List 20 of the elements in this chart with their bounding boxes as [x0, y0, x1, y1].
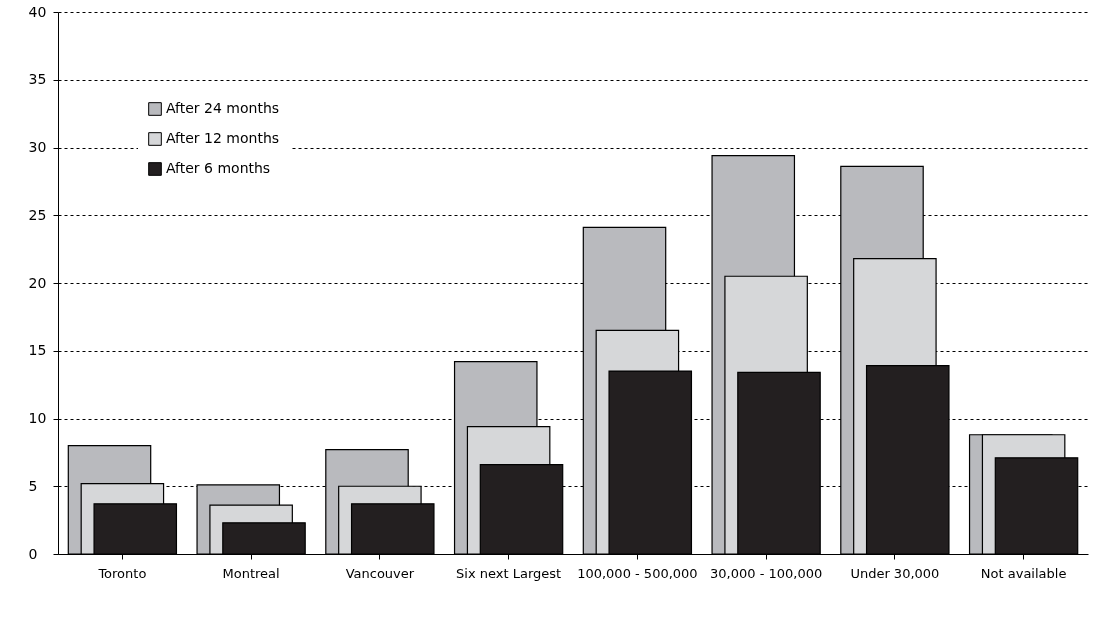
- x-tick-label: Under 30,000: [850, 565, 940, 581]
- y-tick-label: 40: [28, 3, 47, 20]
- y-tick-label: 20: [28, 274, 47, 291]
- x-tick-label: 30,000 - 100,000: [710, 565, 823, 581]
- x-tick-label: Vancouver: [345, 565, 415, 581]
- x-tick-label: Not available: [980, 565, 1067, 581]
- y-tick-label: 25: [28, 206, 47, 223]
- y-tick-label: 35: [28, 71, 47, 88]
- legend-label: After 24 months: [166, 100, 280, 116]
- x-tick-label: 100,000 - 500,000: [577, 565, 698, 581]
- x-tick-label: Six next Largest: [456, 565, 562, 581]
- x-tick-label: Montreal: [222, 565, 280, 581]
- y-tick-label: 30: [28, 139, 47, 155]
- y-tick-label: 0: [28, 545, 38, 562]
- y-tick-label: 10: [28, 410, 47, 426]
- legend-label: After 12 months: [166, 130, 280, 146]
- y-tick-label: 15: [28, 342, 47, 359]
- y-tick-label: 5: [28, 477, 38, 494]
- legend-label: After 6 months: [166, 160, 271, 176]
- x-tick-label: Toronto: [97, 565, 147, 581]
